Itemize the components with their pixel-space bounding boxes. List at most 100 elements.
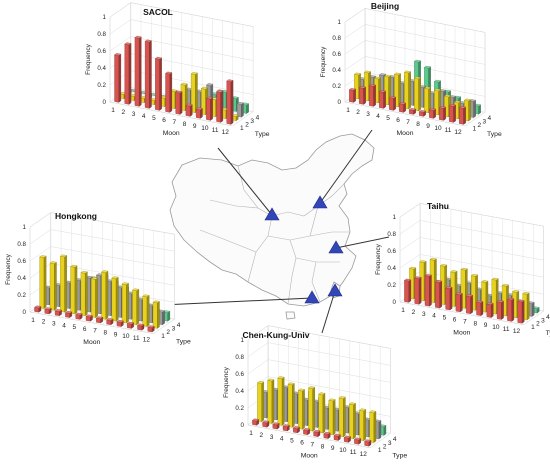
bar-side-face	[332, 399, 336, 436]
bar-top-face	[85, 314, 93, 318]
bar-top-face	[368, 84, 377, 87]
bar-side-face	[261, 381, 264, 422]
bar-top-face	[414, 276, 422, 279]
bar-side-face	[179, 91, 183, 115]
bar-front-face	[349, 403, 354, 439]
z-tick-label: 1	[241, 337, 245, 344]
bar-side-face	[302, 389, 305, 430]
bar-top-face	[106, 318, 114, 321]
bar	[205, 96, 214, 121]
y-tick-label: 4	[177, 322, 181, 329]
bar-front-face	[132, 289, 137, 325]
bar-front-face	[424, 88, 429, 114]
bar-side-face	[418, 277, 422, 305]
station-connector-line	[319, 129, 373, 204]
bar	[507, 297, 515, 322]
bar-side-face	[433, 108, 436, 119]
x-tick-label: 3	[270, 434, 274, 441]
bar-top-face	[333, 433, 341, 437]
bar-top-face	[180, 82, 188, 86]
x-tick-label: 4	[280, 436, 284, 443]
bar-top-face	[205, 96, 214, 100]
bar-side-face	[511, 298, 515, 322]
bar-front-face	[267, 380, 273, 424]
bar	[226, 79, 234, 125]
bar-top-face	[44, 307, 52, 310]
bar-side-face	[190, 104, 193, 117]
bar-top-face	[185, 103, 193, 107]
bar-side-face	[408, 71, 411, 110]
bar-top-face	[80, 270, 88, 274]
bar	[49, 261, 57, 311]
bar	[364, 439, 372, 447]
y-tick-label: 3	[172, 326, 176, 333]
x-tick-label: 12	[513, 328, 521, 335]
bar-top-face	[65, 310, 73, 314]
bar-front-face	[308, 387, 313, 432]
bar	[343, 435, 351, 443]
bar	[476, 300, 484, 316]
x-tick-label: 12	[143, 337, 151, 344]
bar-top-face	[434, 280, 443, 283]
bar-top-face	[126, 321, 135, 325]
bar	[216, 90, 224, 123]
bar-front-face	[111, 277, 117, 322]
x-tick-label: 9	[426, 123, 430, 130]
bar-side-face	[126, 283, 129, 324]
bar	[252, 418, 260, 426]
bar-side-face	[246, 103, 249, 114]
z-tick-label: 0	[338, 99, 342, 106]
bar-top-face	[481, 280, 489, 283]
bar-side-face	[220, 90, 224, 123]
station-connector-line	[217, 147, 273, 216]
bar-side-face	[95, 277, 98, 318]
bar-side-face	[200, 108, 203, 119]
bar-side-face	[460, 293, 463, 313]
bar	[267, 378, 275, 424]
chart-title: SACOL	[143, 7, 173, 17]
y-tick-label: 1	[531, 324, 535, 331]
bar-top-face	[90, 276, 99, 280]
y-axis-label: Type	[392, 453, 407, 460]
x-tick-label: 9	[484, 322, 488, 329]
bar-top-face	[85, 275, 93, 279]
bar-top-face	[348, 88, 357, 91]
x-tick-label: 3	[132, 111, 136, 118]
bar	[75, 312, 83, 320]
bar	[90, 276, 99, 318]
bar-top-face	[433, 79, 442, 83]
bar	[359, 408, 367, 441]
bar	[185, 103, 193, 117]
chart-title: Hongkong	[55, 211, 97, 221]
bar-top-face	[147, 325, 155, 328]
y-tick-label: 3	[541, 317, 545, 324]
bar-front-face	[328, 400, 334, 436]
bar-side-face	[521, 300, 525, 324]
bar-side-face	[363, 409, 366, 441]
z-tick-label: 0	[103, 99, 107, 106]
bar-top-face	[308, 386, 316, 389]
bar	[126, 321, 135, 329]
bar	[445, 286, 453, 311]
x-tick-label: 7	[172, 119, 176, 126]
province-border	[237, 165, 273, 217]
z-tick-label: 1	[393, 214, 397, 221]
province-border	[271, 183, 345, 217]
bar-side-face	[353, 88, 356, 103]
station-marker-icon	[327, 283, 343, 297]
x-tick-label: 8	[416, 121, 420, 128]
bar-front-face	[206, 98, 211, 121]
province-border	[309, 205, 319, 237]
bar-top-face	[486, 302, 494, 305]
bar-top-face	[348, 402, 356, 405]
bar-top-face	[272, 422, 280, 426]
bar	[65, 310, 73, 318]
bar-side-face	[443, 106, 446, 121]
bar	[496, 300, 504, 320]
bar-top-face	[491, 277, 499, 281]
bar-front-face	[152, 302, 158, 329]
bar	[388, 96, 397, 111]
bar-top-face	[170, 89, 178, 92]
